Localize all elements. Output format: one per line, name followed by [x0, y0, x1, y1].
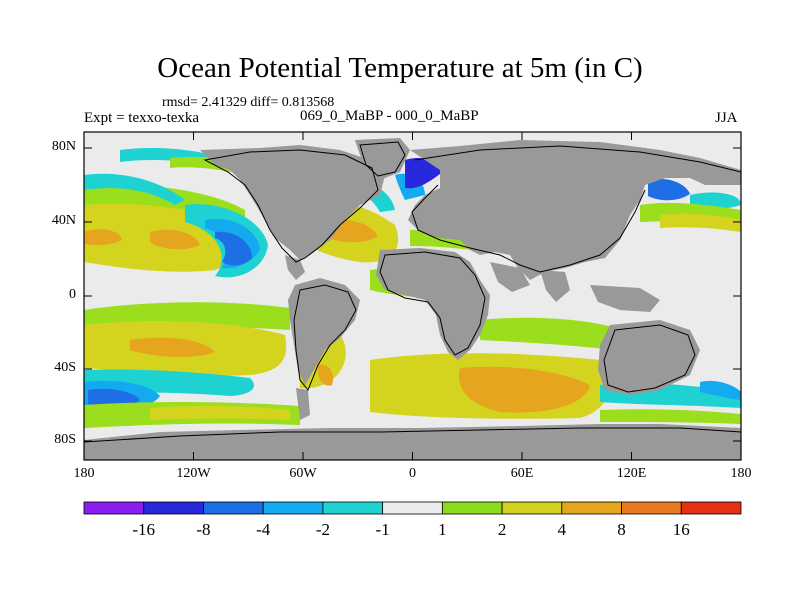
anomaly-southern-yellow	[150, 405, 290, 420]
colorbar-label: 4	[557, 520, 567, 539]
land-patagonia	[296, 388, 310, 420]
colorbar	[83, 501, 742, 515]
land-australia	[598, 320, 700, 395]
coastlines	[84, 141, 741, 443]
colorbar-label: -2	[315, 520, 330, 539]
coastline-north-america	[203, 149, 379, 263]
x-tick-label: 120W	[176, 466, 211, 481]
colorbar-label: -8	[196, 520, 211, 539]
colorbar-swatch	[561, 501, 622, 515]
anomaly-south-pacific-orange	[130, 337, 215, 358]
colorbar-label: -16	[132, 520, 156, 539]
land-indonesia	[590, 285, 660, 312]
x-tick-label: 180	[73, 466, 95, 481]
land-eurasia	[408, 140, 741, 280]
colorbar-swatch	[143, 501, 204, 515]
experiment-label: Expt = texxo-texka	[84, 110, 200, 126]
colorbar-swatch	[83, 501, 145, 515]
anomaly-southern-indian-orange	[459, 366, 590, 413]
coastline-australia	[603, 324, 696, 393]
anomaly-south-atlantic-orange	[317, 364, 334, 386]
anomaly-east-green	[600, 409, 741, 424]
land-africa	[376, 248, 490, 360]
anomaly-indian-green	[480, 317, 630, 352]
x-tick-label: 120E	[616, 466, 647, 481]
colorbar-label: -4	[256, 520, 271, 539]
anomaly-east-pacific-blue	[215, 231, 252, 266]
y-tick-label: 80N	[51, 139, 76, 154]
colorbar-swatch	[203, 501, 264, 515]
rmsd-diff-stats: rmsd= 2.41329 diff= 0.813568	[162, 95, 335, 110]
y-axis-ticks	[84, 147, 741, 442]
x-tick-label: 0	[409, 466, 416, 481]
colorbar-label: -1	[375, 520, 390, 539]
anomaly-kamchatka-blue	[648, 178, 690, 201]
x-tick-label: 60W	[289, 466, 317, 481]
colorbar-swatch	[322, 501, 384, 515]
season-label: JJA	[715, 110, 738, 126]
land-central-america	[285, 255, 305, 280]
colorbar-swatch	[262, 501, 324, 515]
colorbar-swatch	[501, 501, 563, 515]
coastline-eurasia	[411, 145, 741, 273]
land-south-america	[288, 278, 360, 385]
colorbar-label: 1	[438, 520, 447, 539]
colorbar-swatch	[680, 501, 742, 515]
colorbar-label: 16	[672, 520, 690, 539]
colorbar-label: 8	[617, 520, 626, 539]
land-north-america	[200, 145, 385, 260]
y-tick-label: 40N	[51, 213, 76, 228]
land-india	[540, 270, 570, 302]
y-tick-label: 0	[69, 287, 76, 302]
anomaly-south-pacific-blue	[88, 388, 140, 408]
map-field	[84, 132, 741, 460]
y-tick-label: 80S	[54, 432, 76, 447]
x-axis-ticks	[83, 132, 742, 460]
coastline-africa	[379, 251, 486, 356]
colorbar-label: 2	[497, 520, 507, 539]
colorbar-swatch	[382, 501, 443, 515]
period-label: 069_0_MaBP - 000_0_MaBP	[300, 108, 479, 124]
x-tick-label: 180	[730, 466, 752, 481]
colorbar-swatch	[441, 501, 503, 515]
land-arabia	[490, 262, 530, 292]
coastline-south-america	[293, 284, 357, 391]
anomaly-north-pacific-cyan	[84, 173, 185, 205]
land-mask	[84, 138, 741, 460]
anomaly-south-indian-blue	[700, 380, 741, 400]
anomaly-west-pacific-orange	[84, 229, 122, 246]
coastline-antarctica	[84, 427, 741, 443]
coastline-greenland	[359, 141, 406, 177]
colorbar-swatch	[621, 501, 682, 515]
anomaly-japan-yellow	[660, 213, 741, 232]
anomaly-north-pacific-orange	[150, 229, 200, 250]
plot-title: Ocean Potential Temperature at 5m (in C)	[157, 52, 643, 84]
y-tick-label: 40S	[54, 360, 76, 375]
anomaly-north-pacific-green	[84, 185, 245, 225]
x-tick-label: 60E	[510, 466, 534, 481]
